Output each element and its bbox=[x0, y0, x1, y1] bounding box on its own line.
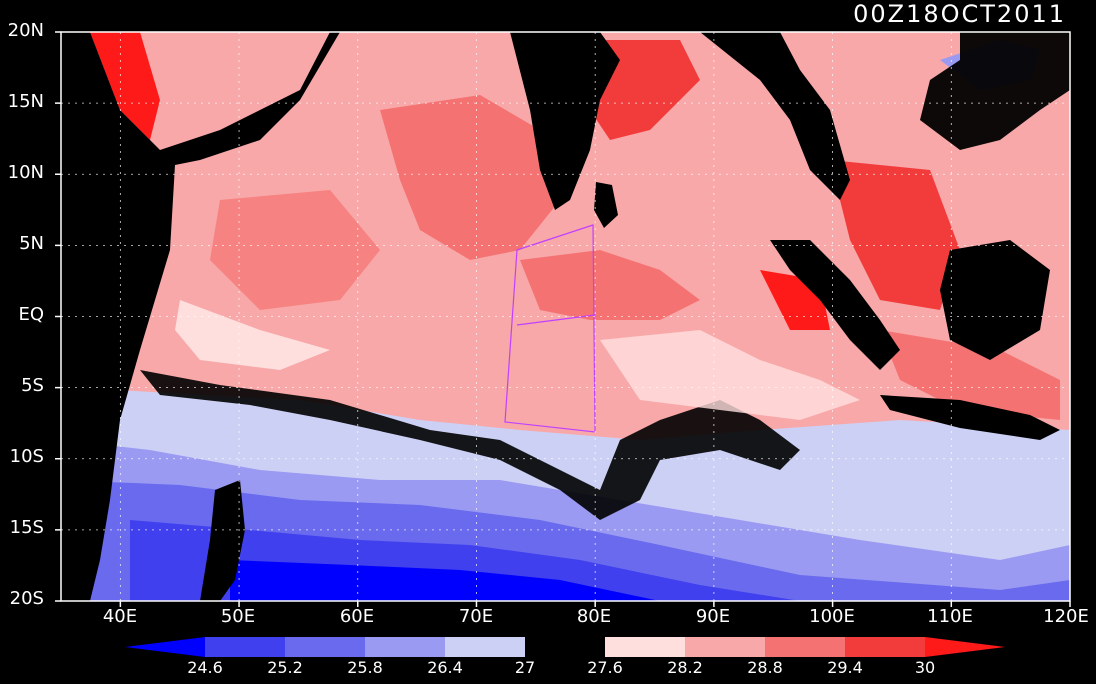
sst-patch-south-china-sea bbox=[830, 160, 960, 310]
land-sri-lanka bbox=[594, 182, 618, 228]
gridlines bbox=[61, 32, 1070, 601]
lat-label: EQ bbox=[18, 304, 44, 325]
lat-label: 20N bbox=[7, 20, 44, 41]
axis-ticks bbox=[55, 31, 1071, 607]
colorbar-label: 28.2 bbox=[667, 658, 703, 677]
lon-label: 120E bbox=[1043, 606, 1089, 627]
sst-patch-java-sea bbox=[880, 330, 1060, 420]
sst-band-27-6 bbox=[140, 370, 800, 520]
lat-label: 5S bbox=[21, 375, 44, 396]
land-madagascar bbox=[200, 480, 245, 601]
lat-label: 10S bbox=[9, 446, 44, 467]
land-java bbox=[880, 395, 1060, 440]
lon-label: 90E bbox=[695, 606, 731, 627]
lon-label: 80E bbox=[576, 606, 612, 627]
sst-patch-red-sea bbox=[90, 32, 160, 140]
colorbar-segment bbox=[605, 637, 685, 657]
lat-label: 15S bbox=[9, 517, 44, 538]
colorbar-label: 24.6 bbox=[187, 658, 223, 677]
colorbar-arrow-high bbox=[925, 637, 1005, 657]
lon-label: 60E bbox=[339, 606, 375, 627]
colorbar bbox=[125, 637, 1005, 657]
timestamp-label: 00Z18OCT2011 bbox=[853, 0, 1066, 28]
lon-label: 70E bbox=[458, 606, 494, 627]
colorbar-segment bbox=[845, 637, 925, 657]
colorbar-label: 28.8 bbox=[747, 658, 783, 677]
sst-band-24-6 bbox=[230, 560, 660, 601]
lon-label: 50E bbox=[220, 606, 256, 627]
colorbar-arrow-low bbox=[125, 637, 205, 657]
lat-label: 15N bbox=[7, 91, 44, 112]
sst-field bbox=[61, 32, 1070, 601]
land-masses bbox=[61, 32, 1070, 601]
sst-patch-equatorial bbox=[520, 250, 700, 320]
sst-patch-light-west bbox=[175, 300, 330, 370]
lon-label: 40E bbox=[102, 606, 138, 627]
land-borneo bbox=[940, 240, 1050, 360]
colorbar-label: 27 bbox=[514, 658, 536, 677]
land-southeast-asia bbox=[700, 32, 850, 200]
sst-patch-west bbox=[210, 190, 380, 310]
region-box-divider bbox=[516, 314, 596, 326]
land-sumatra bbox=[770, 240, 900, 370]
lon-label: 110E bbox=[927, 606, 973, 627]
land-indochina bbox=[900, 32, 1070, 150]
lat-label: 5N bbox=[19, 233, 44, 254]
lon-label: 100E bbox=[809, 606, 855, 627]
colorbar-segment bbox=[445, 637, 525, 657]
colorbar-label: 25.2 bbox=[267, 658, 303, 677]
lat-label: 10N bbox=[7, 162, 44, 183]
sst-patch-light-south bbox=[600, 330, 860, 420]
colorbar-label: 26.4 bbox=[427, 658, 463, 677]
colorbar-label: 30 bbox=[914, 658, 936, 677]
colorbar-label: 25.8 bbox=[347, 658, 383, 677]
colorbar-segment bbox=[685, 637, 765, 657]
colorbar-segment bbox=[525, 637, 605, 657]
colorbar-label: 27.6 bbox=[587, 658, 623, 677]
colorbar-segment bbox=[285, 637, 365, 657]
colorbar-label: 29.4 bbox=[827, 658, 863, 677]
lat-label: 20S bbox=[9, 588, 44, 609]
land-india bbox=[510, 32, 620, 210]
colorbar-segment bbox=[365, 637, 445, 657]
colorbar-segment bbox=[205, 637, 285, 657]
colorbar-segment bbox=[765, 637, 845, 657]
land-africa-arabia bbox=[61, 32, 340, 601]
sst-patch-arabian-sea bbox=[380, 95, 560, 260]
